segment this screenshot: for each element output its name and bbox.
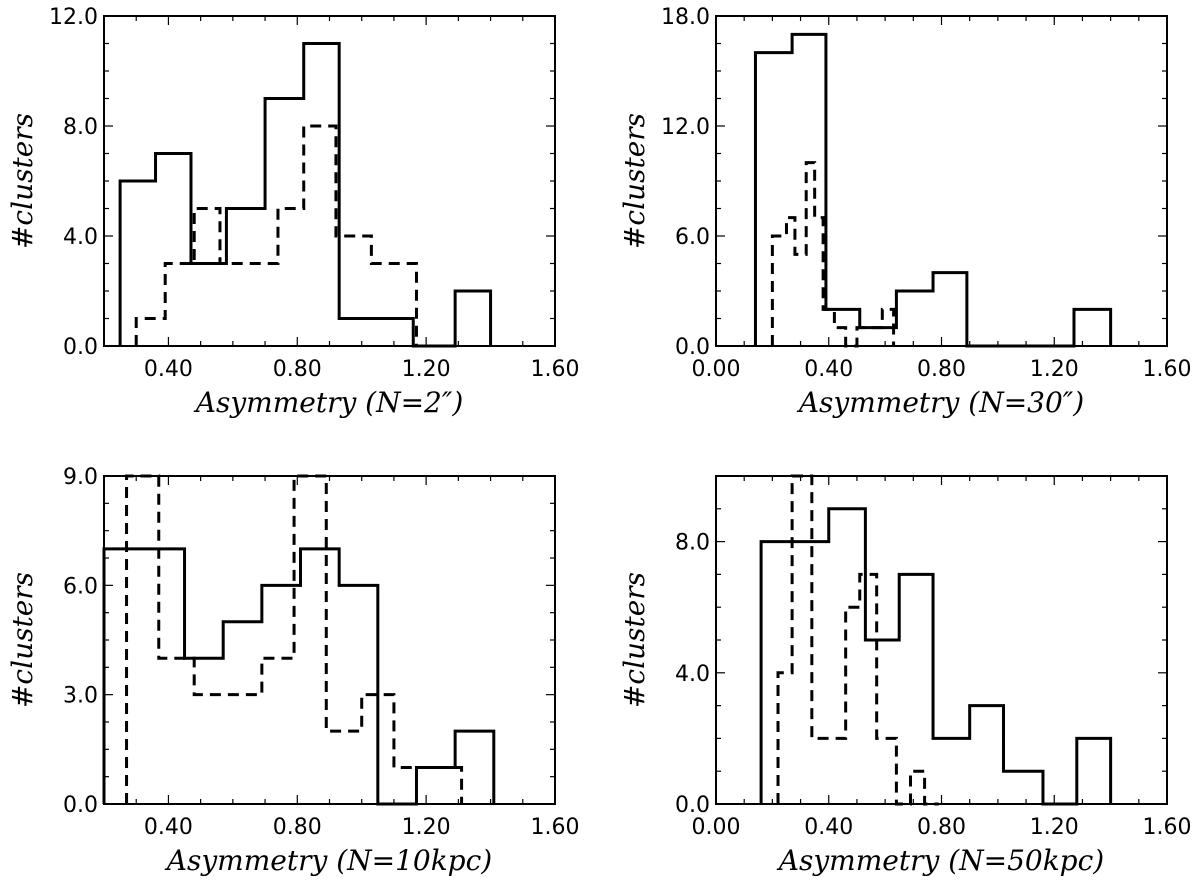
y-tick-label: 0.0 (63, 793, 98, 818)
x-tick-label: 0.80 (917, 815, 966, 840)
x-tick-label: 1.20 (1030, 815, 1079, 840)
x-tick-label: 1.60 (531, 815, 580, 840)
y-tick-label: 6.0 (63, 574, 98, 599)
hist-dashed-series (770, 161, 896, 348)
panel-4: 0.00 0.40 0.80 1.20 1.60 0.0 4.0 8.0 Asymmetry (… (618, 474, 1192, 877)
panel-2: 0.00 0.40 0.80 1.20 1.60 0.0 6.0 12.0 18.0 Asymme… (618, 5, 1191, 419)
y-tick-label: 8.0 (63, 115, 98, 140)
y-tick-label: 9.0 (63, 465, 98, 490)
plot-frame (103, 15, 556, 347)
x-tick-label: 0.00 (692, 815, 741, 840)
hist-solid-series (102, 547, 496, 806)
y-axis-label: #clusters (6, 572, 39, 708)
x-axis-label: Asymmetry (N=50kpc) (776, 844, 1104, 877)
plot-frame (103, 475, 556, 805)
hist-solid-series (118, 42, 493, 348)
x-tick-label: 0.40 (804, 815, 853, 840)
hist-dashed-series (134, 124, 418, 346)
y-tick-label: 0.0 (63, 335, 98, 360)
x-tick-label: 0.40 (804, 357, 853, 382)
x-tick-label: 0.00 (692, 357, 741, 382)
y-tick-label: 8.0 (675, 531, 710, 556)
y-tick-label: 0.0 (675, 793, 710, 818)
x-tick-label: 0.40 (144, 815, 193, 840)
y-tick-label: 0.0 (675, 335, 710, 360)
x-tick-label: 1.60 (1143, 357, 1192, 382)
y-tick-label: 18.0 (661, 5, 710, 30)
x-axis-label: Asymmetry (N=10kpc) (164, 844, 492, 877)
panel-3: 0.40 0.80 1.20 1.60 0.0 3.0 6.0 9.0 Asymmetry (N… (6, 465, 579, 877)
y-tick-label: 12.0 (49, 5, 98, 30)
x-tick-label: 1.20 (402, 815, 451, 840)
x-tick-label: 1.60 (1143, 815, 1192, 840)
x-tick-label: 0.40 (144, 357, 193, 382)
x-axis-label: Asymmetry (N=30″) (796, 386, 1084, 419)
x-tick-label: 0.80 (917, 357, 966, 382)
hist-solid-series (753, 32, 1113, 348)
plot-frame (715, 475, 1168, 805)
hist-solid-series (759, 507, 1113, 806)
y-tick-label: 3.0 (63, 684, 98, 709)
plot-frame (715, 15, 1168, 347)
x-tick-label: 1.20 (402, 357, 451, 382)
x-tick-label: 1.20 (1030, 357, 1079, 382)
x-tick-label: 0.80 (273, 357, 322, 382)
panel-1: 0.40 0.80 1.20 1.60 0.0 4.0 8.0 12.0 Asymmetry (… (6, 5, 579, 419)
x-tick-label: 0.80 (273, 815, 322, 840)
y-axis-label: #clusters (618, 113, 651, 249)
x-axis-label: Asymmetry (N=2″) (193, 386, 464, 419)
y-tick-label: 4.0 (675, 662, 710, 687)
y-axis-label: #clusters (618, 572, 651, 708)
y-axis-label: #clusters (6, 113, 39, 249)
y-tick-label: 12.0 (661, 115, 710, 140)
x-tick-label: 1.60 (531, 357, 580, 382)
y-tick-label: 4.0 (63, 225, 98, 250)
hist-dashed-series (776, 474, 939, 806)
y-tick-label: 6.0 (675, 225, 710, 250)
hist-dashed-series (125, 474, 464, 804)
